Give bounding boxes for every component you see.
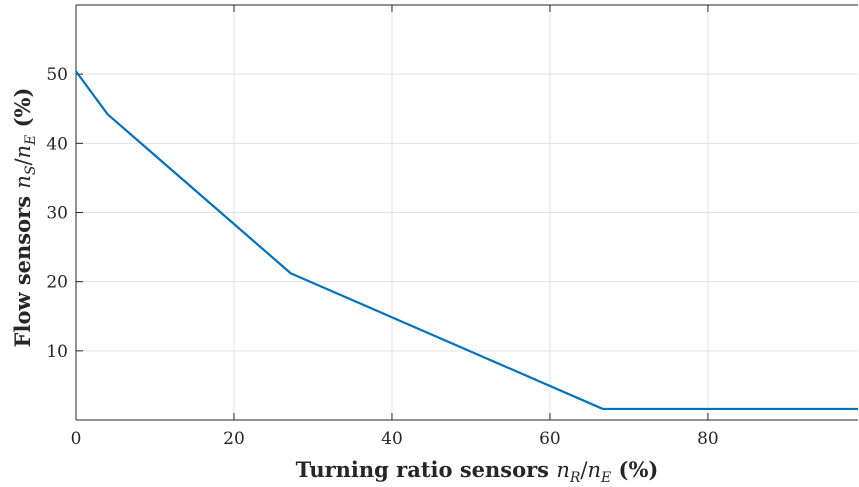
y-tick-label: 20 bbox=[46, 273, 68, 293]
series-layer bbox=[75, 70, 858, 411]
series-line bbox=[75, 70, 858, 411]
tick-labels: 0 20 40 60 80 10 20 30 40 50 bbox=[46, 65, 718, 449]
y-axis-label: Flow sensors nS/nE (%) bbox=[10, 88, 39, 348]
x-tick-label: 80 bbox=[697, 429, 719, 449]
x-tick-label: 60 bbox=[539, 429, 561, 449]
y-tick-label: 30 bbox=[46, 204, 68, 224]
x-tick-label: 0 bbox=[71, 429, 82, 449]
grid bbox=[76, 5, 858, 420]
y-tick-label: 50 bbox=[46, 65, 68, 85]
axes bbox=[75, 4, 858, 421]
x-tick-label: 20 bbox=[223, 429, 245, 449]
x-axis-label: Turning ratio sensors nR/nE (%) bbox=[296, 457, 659, 486]
y-tick-label: 40 bbox=[46, 134, 68, 154]
y-tick-label: 10 bbox=[46, 342, 68, 362]
x-tick-label: 40 bbox=[381, 429, 403, 449]
